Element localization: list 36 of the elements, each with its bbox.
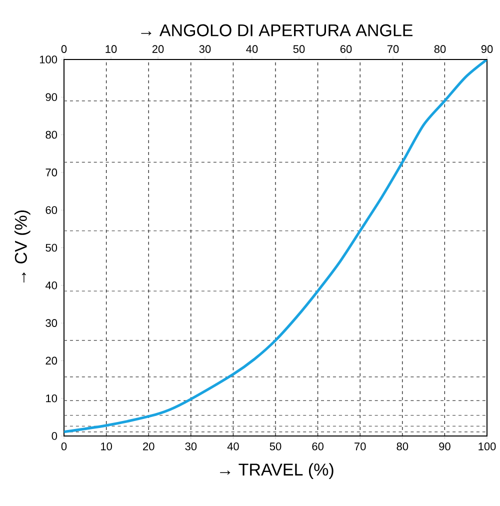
x2-tick-label: 0 bbox=[62, 45, 67, 53]
x-axis-title: → TRAVEL (%) bbox=[220, 463, 334, 479]
x-tick-label: 20 bbox=[143, 442, 155, 450]
x2-tick-label: 80 bbox=[434, 45, 446, 53]
x2-tick-label: 50 bbox=[294, 45, 305, 53]
x-tick-label: 10 bbox=[101, 442, 112, 450]
y-tick-label: 60 bbox=[46, 206, 58, 214]
y-tick-label: 80 bbox=[46, 130, 58, 139]
x2-tick-label: 40 bbox=[246, 45, 258, 53]
x-tick-label: 0 bbox=[62, 442, 67, 450]
x-tick-label: 80 bbox=[397, 442, 408, 450]
x-tick-label: 50 bbox=[270, 442, 282, 450]
y-tick-label: 40 bbox=[46, 281, 58, 290]
x2-tick-label: 60 bbox=[340, 45, 352, 53]
y-tick-label: 100 bbox=[40, 56, 58, 64]
x-tick-label: 30 bbox=[185, 442, 197, 450]
line-series bbox=[64, 59, 488, 434]
x-tick-label: 40 bbox=[228, 442, 240, 450]
x2-tick-label: 20 bbox=[152, 45, 164, 53]
x2-tick-label: 10 bbox=[106, 45, 117, 53]
y-tick-label: 50 bbox=[46, 244, 58, 252]
x-tick-label: 70 bbox=[354, 442, 366, 450]
y-tick-label: 90 bbox=[46, 93, 58, 102]
x2-tick-label: 30 bbox=[200, 45, 211, 53]
x-tick-label: 90 bbox=[439, 442, 451, 450]
y-axis-title: → CV (%) bbox=[14, 210, 31, 283]
x2-tick-label: 90 bbox=[482, 45, 493, 53]
x-tick-label: 100 bbox=[478, 442, 496, 450]
y-tick-label: 30 bbox=[46, 319, 58, 327]
x-tick-label: 60 bbox=[312, 442, 324, 450]
y-tick-label: 0 bbox=[52, 432, 58, 440]
x2-tick-label: 70 bbox=[388, 45, 399, 53]
x2-axis-title: → ANGOLO DI APERTURA ANGLE bbox=[141, 24, 413, 36]
y-tick-label: 20 bbox=[46, 356, 58, 365]
y-tick-label: 10 bbox=[46, 394, 58, 402]
y-tick-label: 70 bbox=[46, 168, 58, 176]
